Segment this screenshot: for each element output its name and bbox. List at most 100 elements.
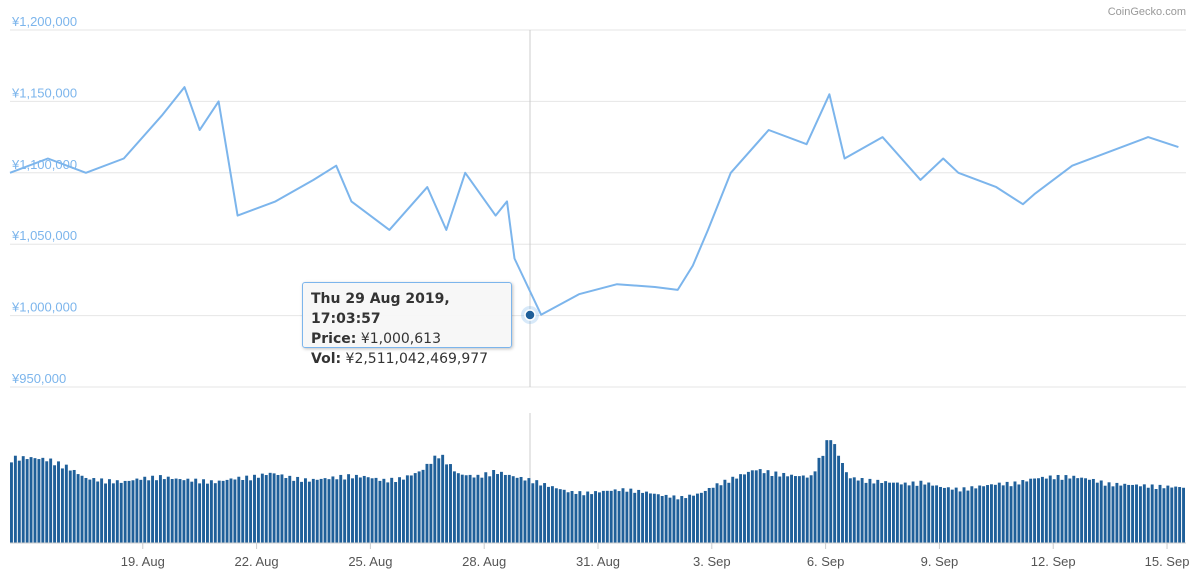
volume-bar xyxy=(797,476,801,543)
volume-bar xyxy=(174,478,178,543)
volume-bar xyxy=(931,485,935,543)
volume-bar xyxy=(837,455,841,543)
volume-bar xyxy=(1170,487,1174,543)
volume-bar xyxy=(519,476,523,543)
grid-lines xyxy=(10,29,1186,388)
tooltip-vol-label: Vol: xyxy=(311,351,342,367)
volume-bar xyxy=(57,461,60,543)
volume-bar xyxy=(1142,484,1146,543)
volume-bar xyxy=(743,474,746,543)
volume-bar xyxy=(315,479,319,543)
volume-bar xyxy=(723,479,727,543)
volume-bar xyxy=(547,486,550,543)
volume-bar xyxy=(194,478,198,543)
hover-marker[interactable] xyxy=(524,309,536,321)
volume-bar xyxy=(911,481,915,543)
volume-bar xyxy=(1131,484,1135,543)
volume-bar xyxy=(895,482,899,543)
volume-bar xyxy=(794,476,797,543)
volume-bar xyxy=(1037,478,1040,543)
y-tick-label: ¥1,100,000 xyxy=(11,157,77,172)
y-tick-label: ¥950,000 xyxy=(11,371,66,386)
volume-bar xyxy=(80,475,84,543)
volume-bar xyxy=(292,480,296,543)
volume-bar xyxy=(198,483,202,543)
volume-bar xyxy=(554,488,558,543)
volume-bar xyxy=(100,478,104,543)
volume-bar xyxy=(221,480,225,543)
volume-bar xyxy=(135,478,139,543)
volume-bar xyxy=(155,480,158,543)
x-tick-label: 19. Aug xyxy=(121,554,165,569)
credit-link[interactable]: CoinGecko.com xyxy=(1107,6,1186,18)
volume-bar xyxy=(484,472,488,543)
volume-bar xyxy=(590,494,594,543)
x-tick-label: 3. Sep xyxy=(693,554,731,569)
price-series-line[interactable] xyxy=(9,86,1179,316)
volume-bar xyxy=(621,488,625,543)
volume-bar xyxy=(253,474,256,543)
volume-bar xyxy=(946,487,950,543)
volume-bar xyxy=(49,458,53,543)
volume-bar xyxy=(53,465,57,543)
volume-bar xyxy=(29,457,33,543)
x-axis-ticks: 19. Aug 22. Aug 25. Aug 28. Aug 31. Aug 3. Se… xyxy=(121,543,1190,569)
volume-bar xyxy=(1182,487,1185,543)
volume-bar xyxy=(237,476,241,543)
volume-bar xyxy=(950,489,954,543)
volume-bar xyxy=(1052,479,1056,543)
volume-bar xyxy=(982,486,986,543)
x-tick-label: 15. Sep xyxy=(1145,554,1190,569)
volume-bar xyxy=(1060,479,1064,543)
volume-bar xyxy=(531,483,535,543)
volume-bar xyxy=(1127,484,1131,543)
volume-bar xyxy=(915,485,919,543)
volume-bar xyxy=(598,492,601,543)
volume-bar xyxy=(68,470,72,543)
volume-bar xyxy=(186,478,190,543)
volume-bar xyxy=(421,469,425,543)
volume-bar xyxy=(1001,485,1005,543)
volume-bar xyxy=(774,471,778,543)
volume-bar xyxy=(280,474,284,543)
volume-bar xyxy=(1162,488,1166,543)
volume-bar xyxy=(429,463,433,543)
volume-bar xyxy=(880,482,884,543)
volume-bar xyxy=(609,490,613,543)
volume-bar xyxy=(758,469,762,543)
volume-bar xyxy=(131,480,135,543)
volume-bar xyxy=(841,463,844,543)
volume-bar xyxy=(119,482,123,543)
volume-bar xyxy=(256,477,260,543)
volume-bar xyxy=(605,490,609,543)
y-tick-label: ¥1,050,000 xyxy=(11,228,77,243)
volume-bar xyxy=(770,476,774,543)
volume-bar xyxy=(1080,477,1084,543)
volume-bar xyxy=(672,495,676,543)
volume-bar xyxy=(656,494,660,543)
volume-bar xyxy=(60,468,64,543)
volume-bar xyxy=(123,480,127,543)
volume-bar xyxy=(864,482,868,543)
volume-bar xyxy=(319,478,323,543)
volume-bar xyxy=(151,475,155,543)
volume-bar xyxy=(848,478,852,543)
volume-bar xyxy=(358,477,362,543)
x-tick-label: 9. Sep xyxy=(921,554,959,569)
volume-bar xyxy=(1154,489,1158,543)
volume-bar xyxy=(405,475,409,543)
volume-bar xyxy=(339,474,343,543)
volume-bar xyxy=(692,495,695,543)
volume-bar xyxy=(778,476,782,543)
volume-bar xyxy=(76,474,80,543)
volume-bar xyxy=(354,474,358,543)
volume-bar xyxy=(970,486,974,543)
volume-bar xyxy=(147,480,151,543)
volume-bar xyxy=(852,477,856,543)
volume-bar xyxy=(927,482,931,543)
volume-bar xyxy=(88,479,92,543)
volume-bar xyxy=(1138,486,1142,543)
volume-bar xyxy=(829,440,833,543)
volume-bar xyxy=(1088,479,1091,543)
